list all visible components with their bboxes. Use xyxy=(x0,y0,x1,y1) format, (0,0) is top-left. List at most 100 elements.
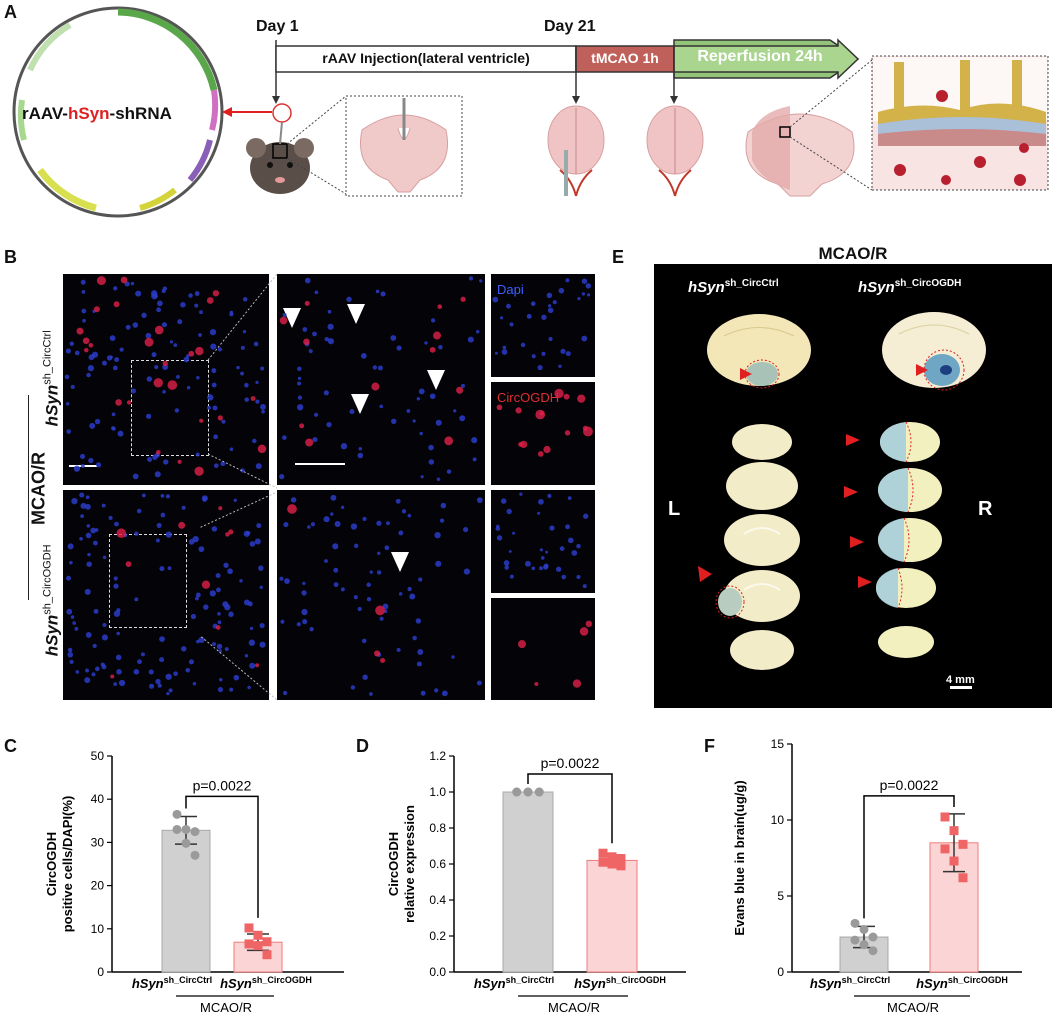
panel-letter-e: E xyxy=(612,247,625,267)
nucleus-dot xyxy=(116,608,121,613)
nucleus-dot xyxy=(279,474,285,480)
data-point xyxy=(181,838,191,848)
data-point xyxy=(262,937,272,947)
nucleus-dot xyxy=(198,333,202,337)
circogdh-dot xyxy=(110,674,115,679)
circogdh-dot xyxy=(444,436,454,446)
nucleus-dot xyxy=(67,647,73,653)
nucleus-dot xyxy=(84,503,91,510)
nucleus-dot xyxy=(71,497,78,505)
nucleus-dot xyxy=(547,493,552,498)
e-left-marker: L xyxy=(668,498,681,520)
y-axis-label: Evans blue in brain(ug/g) xyxy=(732,780,747,935)
e-brain-drawing xyxy=(698,312,986,689)
nucleus-dot xyxy=(512,531,516,535)
nucleus-dot xyxy=(419,431,423,436)
nucleus-dot xyxy=(412,635,417,641)
nucleus-dot xyxy=(156,522,162,528)
nucleus-dot xyxy=(202,497,207,502)
nucleus-dot xyxy=(369,692,373,696)
nucleus-dot xyxy=(112,365,118,371)
nucleus-dot xyxy=(85,532,92,539)
circogdh-dot xyxy=(279,316,288,325)
circogdh-dot xyxy=(217,415,223,421)
circogdh-dot xyxy=(144,337,154,347)
nucleus-dot xyxy=(384,545,390,551)
nucleus-dot xyxy=(223,562,229,568)
data-point xyxy=(598,848,608,858)
nucleus-dot xyxy=(253,341,259,347)
nucleus-dot xyxy=(476,497,483,504)
data-point xyxy=(244,939,254,949)
nucleus-dot xyxy=(576,574,581,580)
nucleus-dot xyxy=(111,412,116,417)
data-point xyxy=(616,854,626,864)
circogdh-dot xyxy=(433,331,442,340)
data-point xyxy=(181,824,191,834)
nucleus-dot xyxy=(194,291,200,296)
nucleus-dot xyxy=(247,601,253,607)
nucleus-dot xyxy=(376,570,382,575)
nucleus-dot xyxy=(459,415,466,422)
nucleus-dot xyxy=(362,516,367,522)
category-label-main: hSyn xyxy=(916,976,948,991)
nucleus-dot xyxy=(302,581,306,585)
nucleus-dot xyxy=(495,351,498,355)
nucleus-dot xyxy=(471,437,478,444)
y-tick-label: 30 xyxy=(91,835,105,849)
circogdh-dot xyxy=(88,342,94,348)
nucleus-dot xyxy=(252,438,257,444)
nucleus-dot xyxy=(428,444,434,451)
nucleus-dot xyxy=(183,356,190,363)
nucleus-dot xyxy=(180,302,186,308)
nucleus-dot xyxy=(434,531,441,539)
nucleus-dot xyxy=(91,672,96,677)
nucleus-dot xyxy=(217,620,222,625)
day1-label: Day 1 xyxy=(256,18,299,35)
nucleus-dot xyxy=(260,366,265,371)
nucleus-dot xyxy=(357,452,364,459)
nucleus-dot xyxy=(92,643,97,649)
e-col1-label-sup: sh_CircCtrl xyxy=(724,278,779,289)
nucleus-dot xyxy=(537,511,541,515)
nucleus-dot xyxy=(194,303,199,308)
nucleus-dot xyxy=(70,384,75,390)
y-tick-label: 10 xyxy=(771,813,785,827)
nucleus-dot xyxy=(582,584,587,589)
nucleus-dot xyxy=(463,527,469,533)
nucleus-dot xyxy=(583,513,589,519)
circogdh-dot xyxy=(537,451,544,457)
nucleus-dot xyxy=(334,521,341,528)
nucleus-dot xyxy=(73,465,81,472)
data-point xyxy=(940,844,950,854)
y-tick-label: 0.2 xyxy=(429,929,446,943)
data-point xyxy=(190,850,200,860)
nucleus-dot xyxy=(541,351,546,356)
nucleus-dot xyxy=(94,528,99,532)
nucleus-dot xyxy=(435,560,442,567)
circogdh-dot xyxy=(126,400,132,405)
nucleus-dot xyxy=(280,619,285,624)
nucleus-dot xyxy=(80,453,86,459)
category-label: hSynsh_CircCtrl xyxy=(810,975,890,991)
nucleus-dot xyxy=(581,335,588,342)
nucleus-dot xyxy=(177,319,183,325)
nucleus-dot xyxy=(330,494,337,501)
circogdh-dot xyxy=(120,276,128,284)
b-row1-label-main: hSyn xyxy=(42,384,62,427)
nucleus-dot xyxy=(366,582,371,588)
nucleus-dot xyxy=(509,574,514,579)
circogdh-dot xyxy=(572,679,582,688)
nucleus-dot xyxy=(396,345,402,351)
circogdh-dot xyxy=(218,506,223,511)
nucleus-dot xyxy=(113,583,119,589)
plasmid-label-prefix: rAAV- xyxy=(22,104,68,123)
circogdh-dot xyxy=(460,296,466,302)
data-point xyxy=(607,852,617,862)
circogdh-dot xyxy=(577,394,586,403)
nucleus-dot xyxy=(119,347,124,352)
nucleus-dot xyxy=(362,674,368,680)
data-point xyxy=(940,812,950,822)
micro-row1-dapi: Dapi xyxy=(491,274,595,377)
circogdh-dot xyxy=(539,411,545,416)
